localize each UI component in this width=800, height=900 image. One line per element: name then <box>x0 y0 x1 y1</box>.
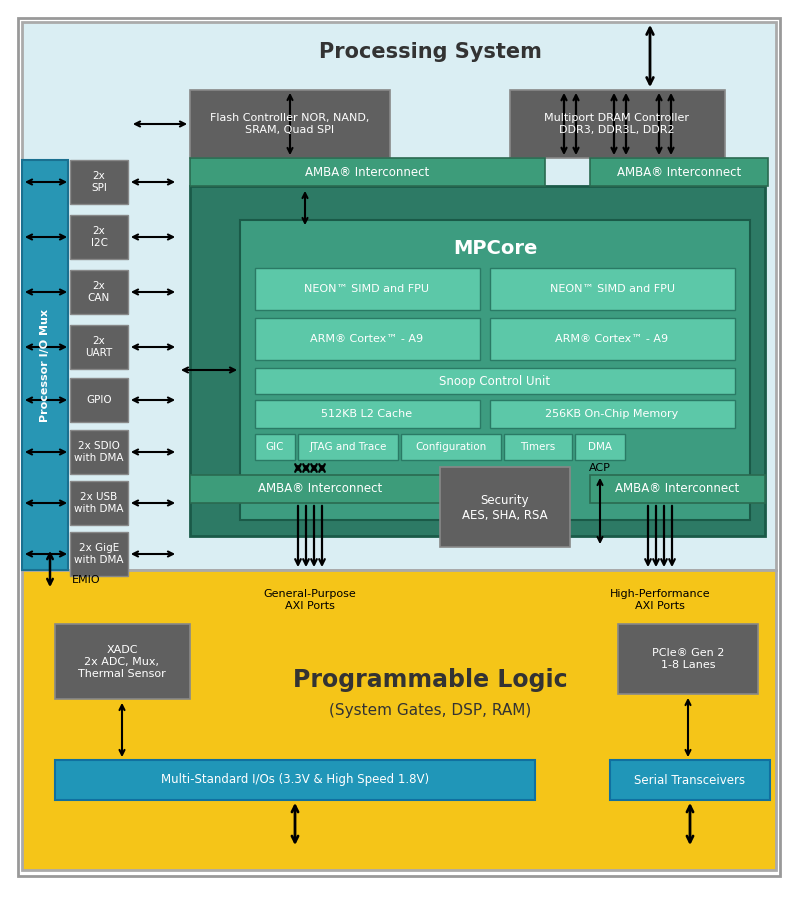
Bar <box>490 318 735 360</box>
Text: GPIO: GPIO <box>86 395 112 405</box>
Text: 2x
SPI: 2x SPI <box>91 171 107 193</box>
Text: ACP: ACP <box>589 463 611 473</box>
Bar <box>70 378 128 422</box>
Bar <box>255 434 295 460</box>
Bar <box>504 434 572 460</box>
Text: 512KB L2 Cache: 512KB L2 Cache <box>322 409 413 419</box>
Text: Processor I/O Mux: Processor I/O Mux <box>40 309 50 421</box>
Text: Processing System: Processing System <box>318 42 542 62</box>
Bar <box>298 434 398 460</box>
Bar <box>55 624 190 699</box>
Bar <box>590 475 765 503</box>
Text: 256KB On-Chip Memory: 256KB On-Chip Memory <box>546 409 678 419</box>
Bar <box>22 570 776 870</box>
Text: NEON™ SIMD and FPU: NEON™ SIMD and FPU <box>550 284 674 294</box>
Text: Serial Transceivers: Serial Transceivers <box>634 773 746 787</box>
Bar <box>190 475 450 503</box>
Bar <box>190 158 545 186</box>
Bar <box>610 760 770 800</box>
Text: 2x USB
with DMA: 2x USB with DMA <box>74 492 124 514</box>
Bar <box>490 400 735 428</box>
Text: Programmable Logic: Programmable Logic <box>293 668 567 692</box>
Text: XADC
2x ADC, Mux,
Thermal Sensor: XADC 2x ADC, Mux, Thermal Sensor <box>78 645 166 679</box>
Bar <box>70 430 128 474</box>
Text: 2x GigE
with DMA: 2x GigE with DMA <box>74 544 124 565</box>
Text: General-Purpose
AXI Ports: General-Purpose AXI Ports <box>264 590 356 611</box>
Text: GIC: GIC <box>266 442 284 452</box>
Text: PCIe® Gen 2
1-8 Lanes: PCIe® Gen 2 1-8 Lanes <box>652 648 724 670</box>
Text: 2x
CAN: 2x CAN <box>88 281 110 302</box>
Bar <box>618 624 758 694</box>
Bar <box>70 325 128 369</box>
Text: 2x SDIO
with DMA: 2x SDIO with DMA <box>74 441 124 463</box>
Bar <box>70 270 128 314</box>
Text: AMBA® Interconnect: AMBA® Interconnect <box>617 166 741 178</box>
Bar <box>590 158 768 186</box>
Text: EMIO: EMIO <box>72 575 101 585</box>
Text: Flash Controller NOR, NAND,
SRAM, Quad SPI: Flash Controller NOR, NAND, SRAM, Quad S… <box>210 113 370 135</box>
Bar <box>22 160 68 570</box>
Bar <box>490 268 735 310</box>
Bar <box>240 220 750 520</box>
Text: Configuration: Configuration <box>415 442 486 452</box>
Text: JTAG and Trace: JTAG and Trace <box>310 442 386 452</box>
Bar <box>440 467 570 547</box>
Text: (System Gates, DSP, RAM): (System Gates, DSP, RAM) <box>329 703 531 717</box>
Bar <box>70 215 128 259</box>
Bar <box>255 268 480 310</box>
Text: ARM® Cortex™ - A9: ARM® Cortex™ - A9 <box>555 334 669 344</box>
Bar <box>55 760 535 800</box>
Text: AMBA® Interconnect: AMBA® Interconnect <box>615 482 739 496</box>
Text: Timers: Timers <box>520 442 556 452</box>
Text: ARM® Cortex™ - A9: ARM® Cortex™ - A9 <box>310 334 423 344</box>
Text: Snoop Control Unit: Snoop Control Unit <box>439 374 550 388</box>
Text: 2x
UART: 2x UART <box>86 337 113 358</box>
Text: Multi-Standard I/Os (3.3V & High Speed 1.8V): Multi-Standard I/Os (3.3V & High Speed 1… <box>161 773 429 787</box>
Text: NEON™ SIMD and FPU: NEON™ SIMD and FPU <box>305 284 430 294</box>
Bar <box>575 434 625 460</box>
Bar <box>70 160 128 204</box>
Bar <box>70 481 128 525</box>
Bar <box>190 186 765 536</box>
Bar <box>190 90 390 158</box>
Bar <box>70 532 128 576</box>
Text: Security
AES, SHA, RSA: Security AES, SHA, RSA <box>462 494 548 522</box>
Text: 2x
I2C: 2x I2C <box>90 226 107 248</box>
Text: MPCore: MPCore <box>453 238 537 257</box>
Bar <box>255 368 735 394</box>
Bar <box>510 90 725 158</box>
Text: AMBA® Interconnect: AMBA® Interconnect <box>258 482 382 496</box>
Bar <box>22 22 776 570</box>
Text: AMBA® Interconnect: AMBA® Interconnect <box>305 166 429 178</box>
Text: High-Performance
AXI Ports: High-Performance AXI Ports <box>610 590 710 611</box>
Text: DMA: DMA <box>588 442 612 452</box>
Bar <box>255 400 480 428</box>
Bar <box>255 318 480 360</box>
Bar <box>401 434 501 460</box>
Text: Multiport DRAM Controller
DDR3, DDR3L, DDR2: Multiport DRAM Controller DDR3, DDR3L, D… <box>545 113 690 135</box>
